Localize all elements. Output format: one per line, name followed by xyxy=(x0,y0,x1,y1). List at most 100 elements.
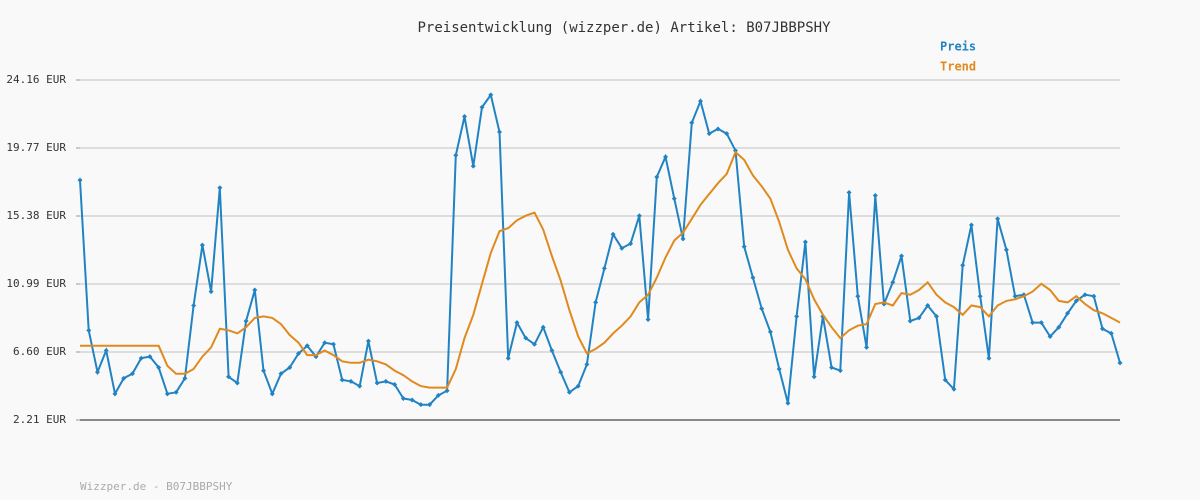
data-point xyxy=(750,275,756,281)
data-point xyxy=(226,374,232,380)
data-point xyxy=(182,375,188,381)
data-point xyxy=(199,242,205,248)
data-point xyxy=(462,114,468,120)
data-point xyxy=(933,313,939,319)
legend-label: Trend xyxy=(940,60,976,74)
data-point xyxy=(890,279,896,285)
series-line xyxy=(79,92,1121,406)
data-point xyxy=(409,397,415,403)
data-point xyxy=(147,354,153,360)
data-point xyxy=(156,364,162,370)
data-point xyxy=(619,245,625,251)
data-point xyxy=(636,213,642,219)
data-point xyxy=(322,340,328,346)
data-point xyxy=(1117,360,1123,366)
data-point xyxy=(1038,320,1044,326)
data-point xyxy=(846,189,852,195)
data-point xyxy=(418,402,424,408)
data-point xyxy=(453,152,459,158)
data-point xyxy=(942,377,948,383)
legend-label: Preis xyxy=(940,40,976,54)
data-point xyxy=(531,341,537,347)
data-point xyxy=(121,375,127,381)
data-point xyxy=(794,313,800,319)
data-point xyxy=(112,391,118,397)
data-point xyxy=(558,369,564,375)
data-point xyxy=(610,231,616,237)
data-point xyxy=(514,320,520,326)
data-point xyxy=(872,193,878,199)
footer: Wizzper.de - B07JBBPSHY xyxy=(80,480,233,493)
data-point xyxy=(523,335,529,341)
data-point xyxy=(287,364,293,370)
data-point xyxy=(357,383,363,389)
data-point xyxy=(392,382,398,388)
data-point xyxy=(741,244,747,250)
data-point xyxy=(129,371,135,377)
data-point xyxy=(435,392,441,398)
data-point xyxy=(217,185,223,191)
data-point xyxy=(680,236,686,242)
data-point xyxy=(732,148,738,154)
data-point xyxy=(1091,293,1097,299)
y-tick-label: 15.38 EUR xyxy=(6,209,66,222)
data-point xyxy=(304,343,310,349)
data-point xyxy=(663,154,669,160)
data-point xyxy=(400,395,406,401)
data-point xyxy=(339,377,345,383)
data-point xyxy=(767,329,773,335)
data-point xyxy=(802,239,808,245)
data-point xyxy=(1047,334,1053,340)
data-point xyxy=(505,355,511,361)
data-point xyxy=(269,391,275,397)
data-point xyxy=(383,378,389,384)
data-point xyxy=(829,364,835,370)
data-point xyxy=(575,383,581,389)
data-point xyxy=(899,253,905,259)
data-point xyxy=(470,163,476,169)
data-point xyxy=(278,371,284,377)
data-point xyxy=(986,355,992,361)
data-point xyxy=(1082,292,1088,298)
data-point xyxy=(837,368,843,374)
data-point xyxy=(1003,247,1009,253)
data-point xyxy=(776,366,782,372)
data-point xyxy=(348,378,354,384)
data-point xyxy=(191,303,197,309)
y-tick-label: 10.99 EUR xyxy=(6,277,66,290)
data-point xyxy=(995,216,1001,222)
data-point xyxy=(164,391,170,397)
data-point xyxy=(584,361,590,367)
data-point xyxy=(698,98,704,104)
data-point xyxy=(811,374,817,380)
data-point xyxy=(1030,320,1036,326)
data-point xyxy=(103,347,109,353)
data-point xyxy=(374,380,380,386)
data-point xyxy=(925,303,931,309)
data-point xyxy=(234,380,240,386)
data-point xyxy=(689,120,695,126)
data-point xyxy=(628,241,634,247)
data-point xyxy=(960,262,966,268)
data-point xyxy=(645,316,651,322)
data-point xyxy=(427,402,433,408)
data-point xyxy=(977,293,983,299)
data-point xyxy=(243,318,249,324)
y-tick-label: 6.60 EUR xyxy=(13,345,66,358)
data-point xyxy=(1056,324,1062,330)
data-point xyxy=(654,174,660,180)
data-point xyxy=(138,355,144,361)
data-point xyxy=(1108,330,1114,336)
data-point xyxy=(261,368,267,374)
data-point xyxy=(715,126,721,132)
y-tick-label: 2.21 EUR xyxy=(13,413,66,426)
data-point xyxy=(549,347,555,353)
chart-title: Preisentwicklung (wizzper.de) Artikel: B… xyxy=(417,20,831,36)
data-point xyxy=(968,222,974,228)
data-point xyxy=(479,104,485,110)
y-tick-label: 24.16 EUR xyxy=(6,73,66,86)
series-line xyxy=(80,150,1121,389)
data-point xyxy=(295,351,301,357)
data-point xyxy=(1073,298,1079,304)
